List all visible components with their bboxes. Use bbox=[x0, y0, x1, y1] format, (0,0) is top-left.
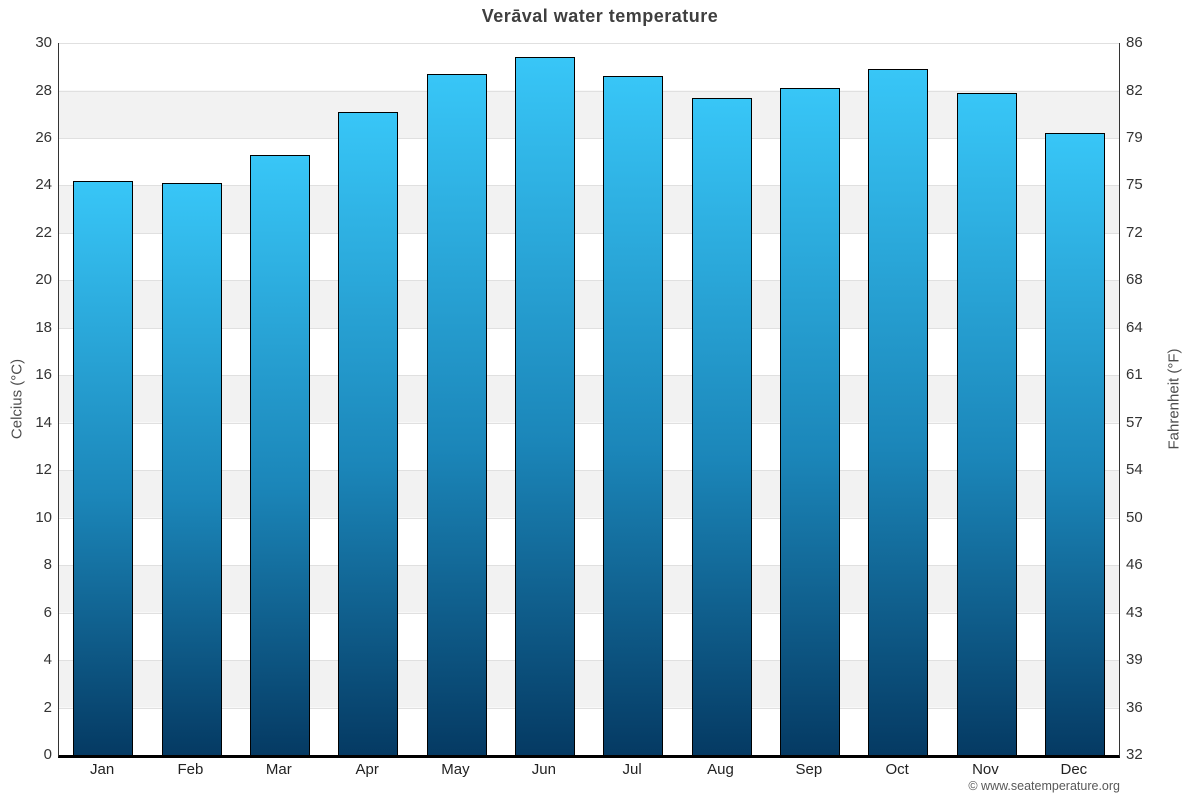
celsius-tick-24: 24 bbox=[35, 176, 52, 194]
fahrenheit-tick-61: 61 bbox=[1126, 366, 1143, 384]
plot-area bbox=[58, 43, 1120, 758]
celsius-tick-12: 12 bbox=[35, 461, 52, 479]
bar-apr[interactable] bbox=[338, 111, 399, 755]
gridline-12c bbox=[59, 470, 1119, 472]
fahrenheit-tick-79: 79 bbox=[1126, 128, 1143, 146]
month-label-may: May bbox=[441, 761, 470, 778]
month-label-jul: Jul bbox=[622, 761, 642, 778]
bar-feb[interactable] bbox=[161, 183, 222, 755]
gridline-20c bbox=[59, 280, 1119, 282]
fahrenheit-tick-43: 43 bbox=[1126, 603, 1143, 621]
month-label-jun: Jun bbox=[531, 761, 556, 778]
gridline-6c bbox=[59, 612, 1119, 614]
celsius-tick-26: 26 bbox=[35, 128, 52, 146]
fahrenheit-tick-32: 32 bbox=[1126, 746, 1143, 763]
month-label-sep: Sep bbox=[795, 761, 823, 778]
celsius-tick-16: 16 bbox=[35, 366, 52, 384]
fahrenheit-tick-50: 50 bbox=[1126, 508, 1143, 526]
month-label-nov: Nov bbox=[972, 761, 999, 778]
celsius-tick-14: 14 bbox=[35, 413, 52, 431]
gridline-22c bbox=[59, 232, 1119, 234]
celsius-tick-10: 10 bbox=[35, 508, 52, 526]
bar-jul[interactable] bbox=[603, 76, 664, 755]
fahrenheit-tick-86: 86 bbox=[1126, 34, 1143, 51]
fahrenheit-tick-57: 57 bbox=[1126, 413, 1143, 431]
bar-sep[interactable] bbox=[779, 88, 840, 755]
fahrenheit-tick-64: 64 bbox=[1126, 318, 1143, 336]
gridline-10c bbox=[59, 517, 1119, 519]
bar-aug[interactable] bbox=[691, 97, 752, 755]
bar-jun[interactable] bbox=[514, 57, 575, 755]
copyright-link[interactable]: © www.seatemperature.org bbox=[968, 779, 1120, 793]
fahrenheit-tick-72: 72 bbox=[1126, 223, 1143, 241]
chart-title: Verāval water temperature bbox=[481, 6, 719, 26]
fahrenheit-tick-68: 68 bbox=[1126, 271, 1143, 289]
month-label-feb: Feb bbox=[177, 761, 204, 778]
bar-may[interactable] bbox=[426, 73, 487, 755]
fahrenheit-tick-36: 36 bbox=[1126, 698, 1143, 716]
bar-oct[interactable] bbox=[868, 69, 929, 755]
bar-dec[interactable] bbox=[1044, 133, 1105, 755]
fahrenheit-tick-82: 82 bbox=[1126, 81, 1143, 99]
fahrenheit-tick-54: 54 bbox=[1126, 461, 1143, 479]
celsius-tick-28: 28 bbox=[35, 81, 52, 99]
fahrenheit-tick-75: 75 bbox=[1126, 176, 1143, 194]
month-label-dec: Dec bbox=[1060, 761, 1088, 778]
gridline-14c bbox=[59, 422, 1119, 424]
gridline-4c bbox=[59, 660, 1119, 662]
y-axis-title-celsius: Celcius (°C) bbox=[8, 358, 26, 440]
celsius-tick-8: 8 bbox=[43, 556, 52, 574]
y-axis-title-fahrenheit: Fahrenheit (°F) bbox=[1165, 348, 1183, 450]
gridline-28c bbox=[59, 90, 1119, 92]
celsius-tick-18: 18 bbox=[35, 318, 52, 336]
bar-nov[interactable] bbox=[956, 92, 1017, 755]
celsius-tick-2: 2 bbox=[43, 698, 52, 716]
gridline-26c bbox=[59, 137, 1119, 139]
bar-mar[interactable] bbox=[249, 154, 310, 755]
gridline-30c bbox=[59, 43, 1119, 44]
celsius-tick-20: 20 bbox=[35, 271, 52, 289]
bar-jan[interactable] bbox=[73, 180, 134, 755]
gridline-18c bbox=[59, 327, 1119, 329]
celsius-tick-30: 30 bbox=[35, 34, 52, 51]
month-label-jan: Jan bbox=[90, 761, 115, 778]
gridline-2c bbox=[59, 707, 1119, 709]
month-label-aug: Aug bbox=[707, 761, 734, 778]
month-label-apr: Apr bbox=[355, 761, 379, 778]
gridline-24c bbox=[59, 185, 1119, 187]
gridline-16c bbox=[59, 375, 1119, 377]
month-label-mar: Mar bbox=[265, 761, 292, 778]
fahrenheit-tick-46: 46 bbox=[1126, 556, 1143, 574]
celsius-tick-6: 6 bbox=[43, 603, 52, 621]
celsius-tick-22: 22 bbox=[35, 223, 52, 241]
celsius-tick-4: 4 bbox=[43, 651, 52, 669]
gridline-8c bbox=[59, 565, 1119, 567]
fahrenheit-tick-39: 39 bbox=[1126, 651, 1143, 669]
celsius-tick-0: 0 bbox=[43, 746, 52, 763]
month-label-oct: Oct bbox=[885, 761, 909, 778]
